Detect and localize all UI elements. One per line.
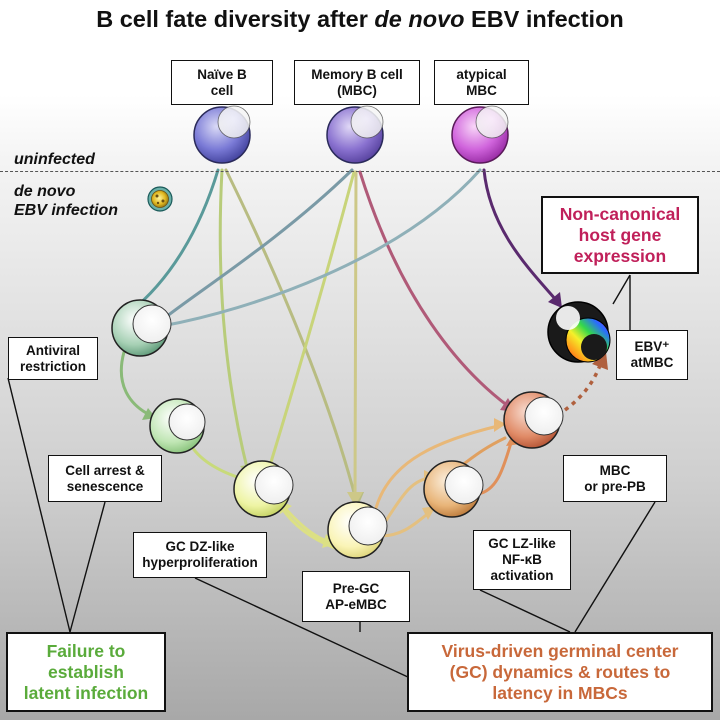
connector-gclz-virus: [479, 589, 571, 633]
connector-lines: [7, 274, 656, 679]
connector-mbc-virus: [574, 501, 656, 633]
arrow-pregc-gclz: [383, 476, 432, 524]
antiviral-cell: [111, 299, 172, 357]
cell-arrest-label: Cell arrest & senescence: [48, 455, 162, 502]
arrow-memory-gcdz: [266, 170, 356, 474]
arrow-antiviral-arrest: [119, 350, 152, 417]
arrow-gclz-mbc: [476, 438, 514, 496]
figure-title: B cell fate diversity after de novo EBV …: [96, 6, 624, 32]
arrow-memory-antiviral: [160, 168, 354, 322]
ebv-atmbc-cell: [547, 301, 611, 363]
naive-b-cell-label: Naïve B cell: [171, 60, 273, 105]
pre-gc-cell: [327, 501, 388, 559]
ebv-virus-icon: [147, 186, 173, 212]
arrow-mbc-ebvatmbc: [563, 359, 604, 412]
uninfected-label: uninfected: [14, 151, 95, 168]
arrest-cell: [149, 398, 206, 454]
connector-arrest-failure: [69, 501, 106, 633]
arrow-gcdz-pregc: [283, 506, 332, 544]
connector-noncanonical-cell: [612, 274, 631, 305]
arrow-memory-pregc: [353, 170, 358, 500]
arrow-pregc-mbc: [374, 424, 500, 510]
arrow-naive-gcdz: [218, 168, 250, 474]
connector-antiviral-failure: [7, 377, 71, 633]
noncanonical-expression-box: Non-canonical host gene expression: [541, 196, 699, 274]
gc-lz-label: GC LZ-like NF-κB activation: [473, 530, 571, 590]
ebv-atmbc-label: EBV⁺ atMBC: [616, 330, 688, 380]
atypical-mbc-label: atypical MBC: [434, 60, 529, 105]
memory-b-cell: [326, 105, 384, 164]
fate-arrows: [119, 168, 558, 550]
infection-label: de novo EBV infection: [14, 183, 119, 219]
arrow-atypical-ebvatmbc: [482, 168, 558, 302]
arrow-atypical-antiviral: [160, 168, 482, 328]
pre-gc-label: Pre-GC AP-eMBC: [302, 571, 410, 622]
virus-driven-gc-box: Virus-driven germinal center (GC) dynami…: [407, 632, 713, 712]
gc-dz-cell: [233, 460, 294, 518]
arrow-naive-antiviral: [128, 168, 220, 314]
gc-dz-label: GC DZ-like hyperproliferation: [133, 532, 267, 578]
naive-b-cell: [193, 105, 251, 164]
mbc-prepb-label: MBC or pre-PB: [563, 455, 667, 502]
atypical-mbc-cell: [451, 105, 509, 164]
gc-lz-cell: [423, 460, 484, 518]
mbc-prepb-cell: [503, 391, 564, 449]
connector-gcdz-virus: [194, 577, 411, 679]
failure-latent-infection-box: Failure to establish latent infection: [6, 632, 166, 712]
antiviral-restriction-label: Antiviral restriction: [8, 337, 98, 380]
memory-b-cell-label: Memory B cell (MBC): [294, 60, 420, 105]
infection-boundary-line: [0, 171, 720, 172]
arrow-memory-mbc: [358, 170, 510, 408]
arrow-naive-pregc: [224, 168, 358, 502]
